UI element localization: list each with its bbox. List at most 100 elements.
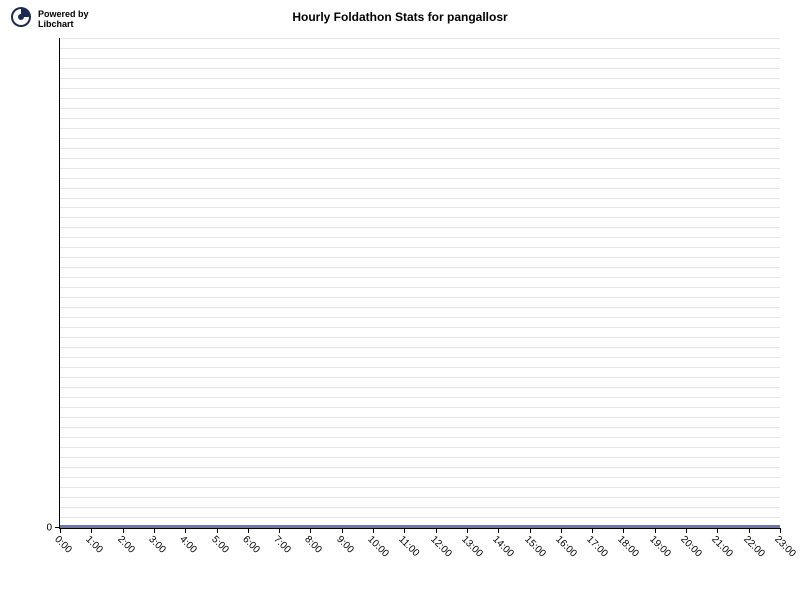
grid-line xyxy=(60,367,780,368)
x-tick-label: 12:00 xyxy=(428,534,453,559)
x-tick-label: 9:00 xyxy=(334,534,356,556)
x-tick-label: 8:00 xyxy=(303,534,325,556)
x-tick-mark xyxy=(717,528,718,533)
grid-line xyxy=(60,128,780,129)
x-tick-mark xyxy=(342,528,343,533)
grid-line xyxy=(60,68,780,69)
grid-line xyxy=(60,247,780,248)
plot-area: 0 0:001:002:003:004:005:006:007:008:009:… xyxy=(60,38,780,528)
grid-line xyxy=(60,108,780,109)
x-tick-label: 23:00 xyxy=(772,534,797,559)
x-tick-label: 3:00 xyxy=(146,534,168,556)
x-tick-label: 14:00 xyxy=(490,534,515,559)
x-tick-mark xyxy=(498,528,499,533)
grid-line xyxy=(60,397,780,398)
grid-line xyxy=(60,287,780,288)
x-axis-ticks: 0:001:002:003:004:005:006:007:008:009:00… xyxy=(60,528,780,600)
x-tick-mark xyxy=(123,528,124,533)
grid-line xyxy=(60,447,780,448)
x-tick-mark xyxy=(436,528,437,533)
grid-line xyxy=(60,257,780,258)
x-tick-mark xyxy=(467,528,468,533)
x-tick-label: 4:00 xyxy=(177,534,199,556)
grid-line xyxy=(60,168,780,169)
grid-line xyxy=(60,198,780,199)
grid-line xyxy=(60,78,780,79)
grid-line xyxy=(60,188,780,189)
x-tick-label: 2:00 xyxy=(115,534,137,556)
grid-line xyxy=(60,457,780,458)
x-tick-mark xyxy=(217,528,218,533)
grid-line xyxy=(60,148,780,149)
grid-line xyxy=(60,267,780,268)
x-tick-label: 13:00 xyxy=(459,534,484,559)
x-tick-label: 19:00 xyxy=(647,534,672,559)
x-tick-label: 21:00 xyxy=(710,534,735,559)
y-axis-line xyxy=(59,38,60,528)
grid-line xyxy=(60,327,780,328)
grid-line xyxy=(60,497,780,498)
x-tick-label: 17:00 xyxy=(584,534,609,559)
grid-line xyxy=(60,337,780,338)
grid-line xyxy=(60,347,780,348)
grid-line xyxy=(60,307,780,308)
grid-line xyxy=(60,227,780,228)
grid-line xyxy=(60,317,780,318)
x-tick-label: 11:00 xyxy=(397,534,422,559)
x-tick-mark xyxy=(60,528,61,533)
grid-line xyxy=(60,427,780,428)
x-tick-label: 1:00 xyxy=(84,534,106,556)
grid-line xyxy=(60,417,780,418)
grid-line xyxy=(60,98,780,99)
x-tick-mark xyxy=(561,528,562,533)
x-tick-mark xyxy=(279,528,280,533)
grid-lines xyxy=(60,38,780,528)
grid-line xyxy=(60,138,780,139)
grid-line xyxy=(60,237,780,238)
grid-line xyxy=(60,387,780,388)
grid-line xyxy=(60,467,780,468)
x-tick-mark xyxy=(686,528,687,533)
grid-line xyxy=(60,507,780,508)
x-tick-label: 0:00 xyxy=(52,534,74,556)
x-tick-label: 16:00 xyxy=(553,534,578,559)
x-tick-mark xyxy=(592,528,593,533)
x-tick-mark xyxy=(373,528,374,533)
grid-line xyxy=(60,407,780,408)
grid-line xyxy=(60,178,780,179)
x-tick-mark xyxy=(404,528,405,533)
y-tick-label-0: 0 xyxy=(46,523,60,534)
x-tick-mark xyxy=(248,528,249,533)
x-tick-label: 20:00 xyxy=(678,534,703,559)
grid-line xyxy=(60,38,780,39)
x-tick-label: 18:00 xyxy=(616,534,641,559)
grid-line xyxy=(60,487,780,488)
grid-line xyxy=(60,158,780,159)
x-tick-label: 5:00 xyxy=(209,534,231,556)
x-tick-mark xyxy=(749,528,750,533)
x-tick-mark xyxy=(91,528,92,533)
grid-line xyxy=(60,277,780,278)
x-tick-mark xyxy=(310,528,311,533)
x-tick-label: 15:00 xyxy=(522,534,547,559)
grid-line xyxy=(60,357,780,358)
x-tick-mark xyxy=(655,528,656,533)
grid-line xyxy=(60,48,780,49)
grid-line xyxy=(60,118,780,119)
grid-line xyxy=(60,58,780,59)
grid-line xyxy=(60,297,780,298)
grid-line xyxy=(60,517,780,518)
x-tick-label: 7:00 xyxy=(271,534,293,556)
x-tick-mark xyxy=(530,528,531,533)
x-tick-mark xyxy=(623,528,624,533)
grid-line xyxy=(60,477,780,478)
x-tick-label: 10:00 xyxy=(365,534,390,559)
x-tick-label: 6:00 xyxy=(240,534,262,556)
chart-container: Powered by Libchart Hourly Foldathon Sta… xyxy=(0,0,800,600)
x-tick-mark xyxy=(780,528,781,533)
grid-line xyxy=(60,377,780,378)
x-tick-mark xyxy=(185,528,186,533)
grid-line xyxy=(60,207,780,208)
chart-title: Hourly Foldathon Stats for pangallosr xyxy=(0,10,800,24)
x-tick-label: 22:00 xyxy=(741,534,766,559)
